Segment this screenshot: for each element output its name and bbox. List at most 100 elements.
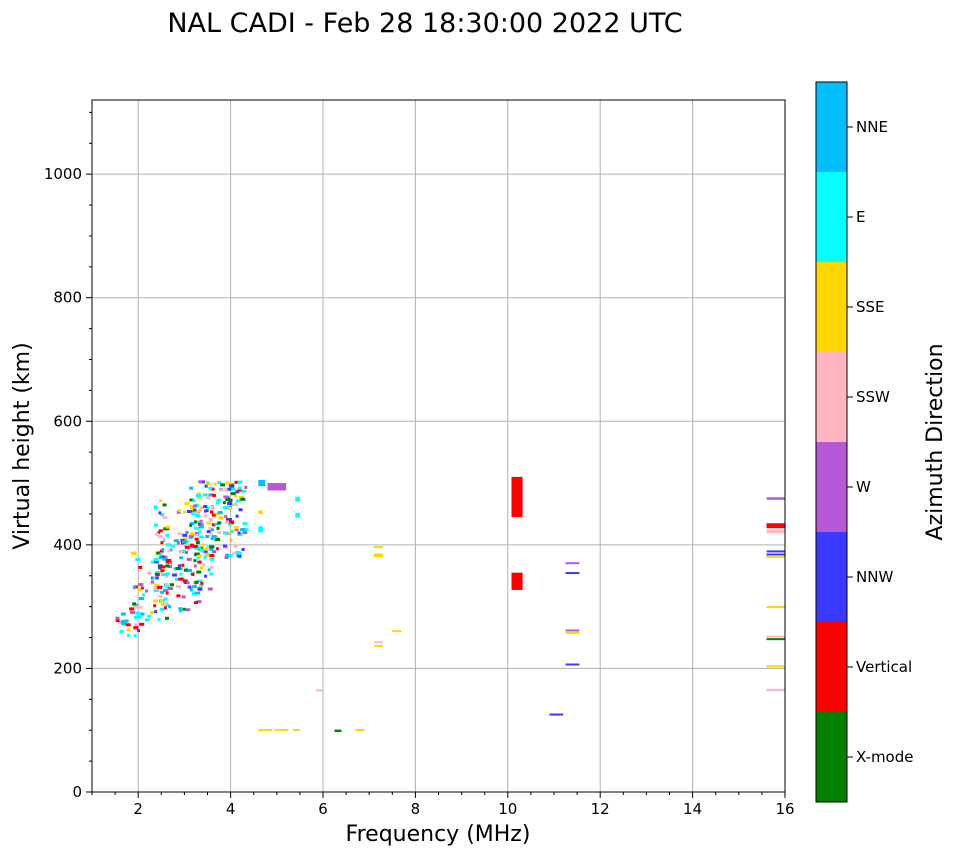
y-tick-label: 400 — [53, 536, 82, 554]
echo-cell — [225, 553, 230, 557]
echo-cell — [160, 590, 165, 594]
echo-cell — [209, 547, 214, 551]
echo-cell — [207, 568, 211, 572]
echo-cell — [185, 608, 191, 612]
echo-cell — [191, 592, 196, 596]
echo-cell — [175, 567, 181, 571]
echo-cell — [133, 605, 139, 609]
echo-cell — [179, 572, 183, 576]
echo-cell — [173, 567, 177, 571]
echo-cell — [194, 520, 198, 524]
echo-trace — [766, 635, 785, 638]
colorbar-entry-label: NNW — [856, 568, 893, 586]
echo-cell — [165, 525, 171, 529]
echo-cell — [197, 496, 201, 500]
echo-cell — [234, 528, 239, 532]
echo-trace — [511, 572, 523, 590]
echo-cell — [227, 554, 233, 558]
echo-cell — [204, 484, 208, 488]
echo-cell — [213, 482, 217, 486]
echo-cell — [140, 612, 145, 616]
echo-cell — [135, 557, 141, 561]
x-tick-label: 16 — [775, 800, 794, 818]
echo-cell — [210, 537, 216, 541]
echo-cell — [162, 537, 166, 541]
echo-cell — [237, 531, 241, 535]
echo-cell — [181, 595, 186, 599]
echo-cell — [137, 588, 141, 592]
echo-cell — [228, 523, 232, 527]
colorbar-entry-label: Vertical — [856, 658, 912, 676]
echo-cell — [232, 552, 236, 556]
echo-cell — [137, 605, 143, 609]
echo-cell — [178, 567, 183, 571]
echo-cell — [196, 570, 202, 574]
x-tick-label: 2 — [133, 800, 143, 818]
echo-cell — [165, 572, 170, 576]
echo-cell — [159, 599, 163, 603]
echo-cell — [230, 492, 236, 496]
echo-cell — [183, 581, 187, 585]
x-axis-label: Frequency (MHz) — [346, 822, 531, 847]
echo-cell — [150, 611, 155, 615]
echo-trace — [274, 728, 289, 731]
echo-cell — [121, 622, 127, 626]
colorbar-swatch — [816, 442, 847, 532]
echo-trace — [373, 553, 384, 558]
echo-cell — [193, 508, 197, 512]
echo-cell — [211, 523, 216, 527]
echo-cell — [160, 513, 165, 517]
echo-cell — [229, 484, 235, 488]
echo-cell — [203, 514, 208, 518]
colorbar-entry-label: NNE — [856, 118, 888, 136]
echo-cell — [150, 580, 154, 584]
echo-cell — [204, 509, 208, 513]
colorbar-label: Azimuth Direction — [923, 343, 948, 540]
echo-cell — [222, 544, 227, 548]
echo-cell — [229, 538, 233, 542]
azimuth-colorbar: X-mode Vertical NNW W SSW SSE E NNE — [815, 81, 913, 803]
echo-cell — [153, 560, 159, 564]
echo-cell — [207, 587, 213, 591]
echo-cell — [202, 493, 208, 497]
echo-cell — [154, 532, 159, 536]
echo-trace — [766, 523, 785, 529]
echo-cell — [191, 572, 195, 576]
echo-cell — [202, 549, 208, 553]
echo-cell — [163, 555, 168, 559]
echo-cell — [210, 487, 215, 491]
echo-cell — [160, 541, 164, 545]
echo-cell — [174, 577, 178, 581]
echo-cell — [199, 519, 203, 523]
echo-cell — [137, 629, 141, 633]
echo-cell — [176, 594, 181, 598]
echo-cell — [156, 573, 160, 577]
echo-cell — [153, 586, 158, 590]
colorbar-entry-label: W — [856, 478, 871, 496]
echo-cell — [192, 499, 196, 503]
echo-cell — [222, 531, 227, 535]
echo-cell — [210, 528, 214, 532]
echo-cell — [200, 581, 204, 585]
echo-cell — [204, 574, 208, 578]
echo-cell — [169, 548, 173, 552]
echo-cell — [209, 532, 213, 536]
echo-cell — [186, 568, 192, 572]
echo-cell — [123, 619, 129, 623]
echo-cell — [163, 606, 167, 610]
echo-cell — [158, 529, 163, 533]
echo-cell — [115, 616, 120, 620]
echo-cell — [198, 525, 204, 529]
echo-cell — [178, 609, 182, 613]
echo-cell — [240, 528, 246, 532]
echo-cell — [165, 603, 170, 607]
echo-cloud — [115, 480, 249, 638]
echo-trace — [549, 713, 564, 716]
echo-cell — [153, 604, 157, 608]
echo-cell — [188, 585, 192, 589]
echo-cell — [120, 620, 125, 624]
echo-cell — [190, 532, 195, 536]
echo-cell — [160, 565, 166, 569]
echo-cell — [217, 511, 223, 515]
echo-cell — [153, 558, 159, 562]
